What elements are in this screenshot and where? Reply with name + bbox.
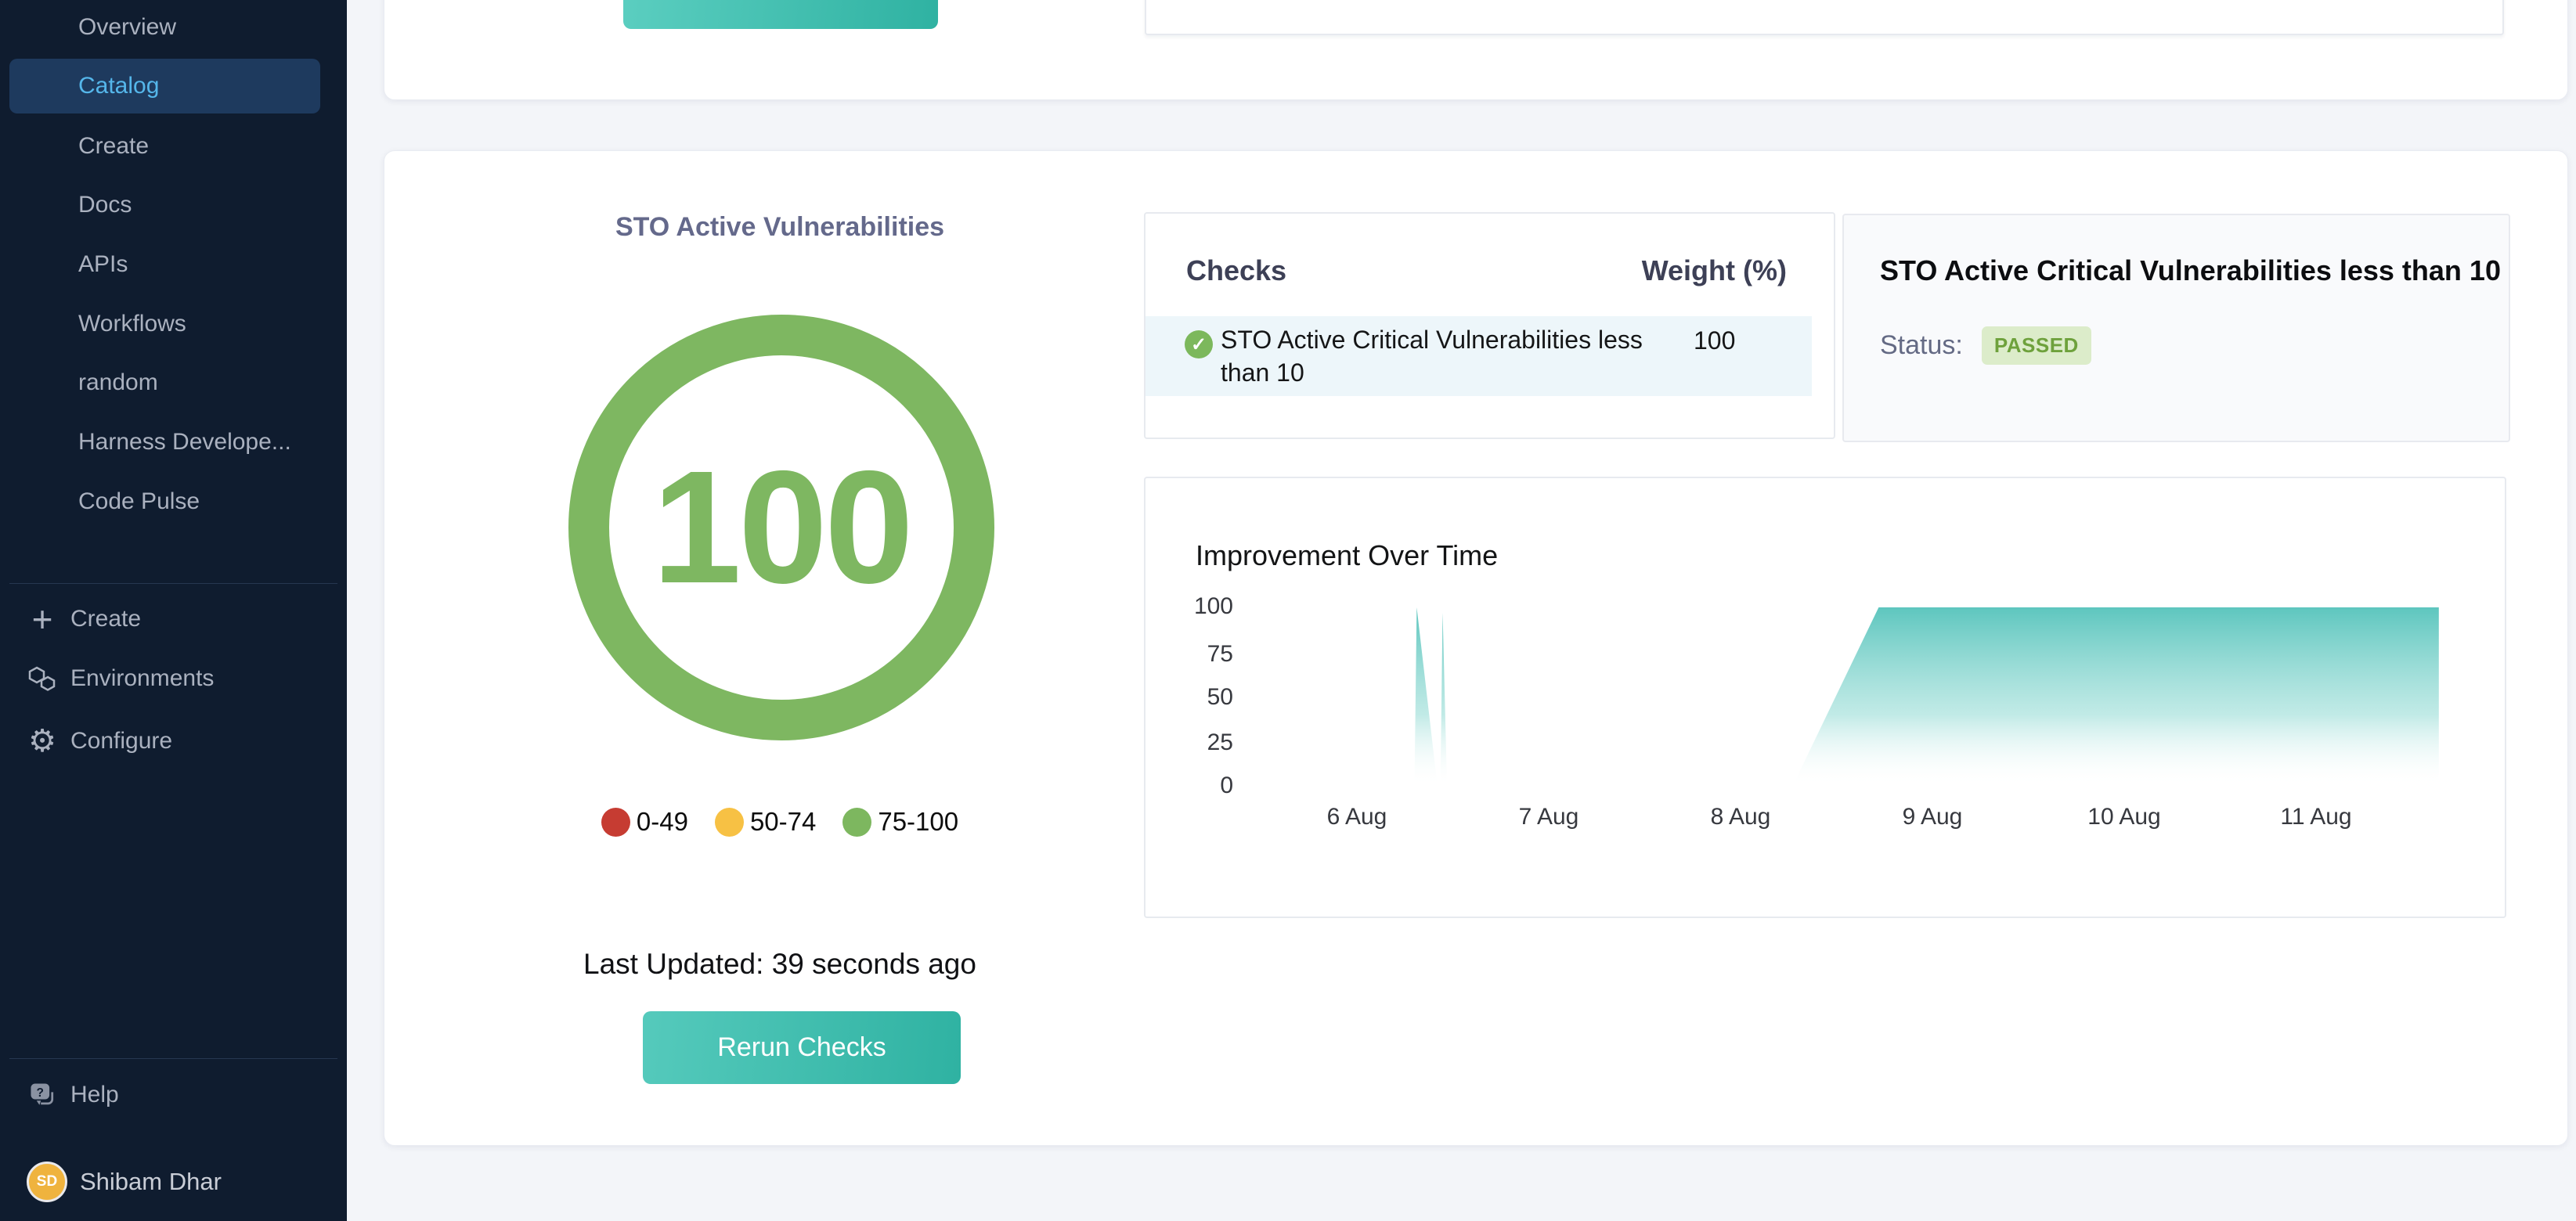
svg-text:11 Aug: 11 Aug	[2280, 804, 2351, 830]
sidebar-item-code-pulse[interactable]: Code Pulse	[0, 472, 347, 531]
svg-text:100: 100	[1194, 593, 1233, 619]
sidebar-configure-button[interactable]: ⚙ Configure	[0, 711, 347, 771]
area-series	[1414, 607, 2439, 787]
sidebar-create-button[interactable]: + Create	[0, 589, 347, 649]
help-label: Help	[70, 1082, 119, 1108]
sidebar-item-workflows[interactable]: Workflows	[0, 294, 347, 354]
legend-item-green: 75-100	[842, 807, 958, 837]
avatar: SD	[27, 1162, 67, 1202]
legend-label: 75-100	[878, 807, 959, 836]
help-button[interactable]: ? Help	[0, 1065, 347, 1125]
user-menu[interactable]: SD Shibam Dhar	[0, 1152, 347, 1212]
checks-column-header: Checks	[1186, 254, 1287, 286]
improvement-chart-card: Improvement Over Time 100 75 50 25 0	[1144, 477, 2506, 918]
svg-text:50: 50	[1207, 684, 1233, 710]
yellow-dot-icon	[714, 807, 744, 837]
svg-text:10 Aug: 10 Aug	[2087, 804, 2160, 830]
weight-column-header: Weight (%)	[1641, 254, 1787, 286]
sidebar-environments-button[interactable]: Environments	[0, 649, 347, 708]
svg-text:25: 25	[1207, 729, 1233, 755]
scorecard-card: STO Active Vulnerabilities 100 0-49 50-7…	[384, 150, 2568, 1146]
sidebar-item-docs[interactable]: Docs	[0, 175, 347, 235]
sidebar-item-label: APIs	[78, 251, 128, 277]
rerun-checks-button[interactable]: Rerun Checks	[643, 1011, 961, 1084]
sidebar-divider	[9, 1058, 337, 1059]
svg-text:9 Aug: 9 Aug	[1903, 804, 1963, 830]
environments-icon	[27, 663, 58, 694]
sidebar-item-catalog[interactable]: Catalog	[9, 59, 320, 113]
table-row[interactable]: ✓ STO Active Critical Vulnerabilities le…	[1145, 316, 1812, 396]
checks-table-header: Checks Weight (%)	[1186, 254, 1787, 287]
y-axis-ticks: 100 75 50 25 0	[1194, 593, 1233, 798]
legend-label: 0-49	[636, 807, 688, 836]
svg-text:?: ?	[37, 1086, 44, 1100]
sidebar-action-label: Create	[70, 606, 142, 632]
sidebar-action-label: Configure	[70, 728, 173, 754]
sidebar-action-label: Environments	[70, 665, 215, 691]
last-updated-text: Last Updated: 39 seconds ago	[583, 948, 976, 980]
check-circle-icon: ✓	[1185, 330, 1213, 358]
sidebar-item-label: Catalog	[78, 73, 160, 99]
svg-text:0: 0	[1220, 773, 1233, 798]
green-dot-icon	[842, 807, 872, 837]
check-detail-title: STO Active Critical Vulnerabilities less…	[1880, 254, 2501, 286]
sidebar-item-label: Docs	[78, 192, 132, 218]
sidebar-item-random[interactable]: random	[0, 353, 347, 412]
legend-item-red: 0-49	[601, 807, 688, 837]
sidebar-item-label: Code Pulse	[78, 488, 200, 514]
scorecard-title: STO Active Vulnerabilities	[615, 212, 945, 242]
sidebar-item-harness-developer[interactable]: Harness Develope...	[0, 412, 347, 472]
sidebar-item-create[interactable]: Create	[0, 117, 347, 176]
sidebar: Overview Catalog Create Docs APIs Workfl…	[0, 0, 347, 1221]
score-value: 100	[651, 438, 914, 617]
x-axis-ticks: 6 Aug 7 Aug 8 Aug 9 Aug 10 Aug 11 Aug	[1327, 804, 2352, 830]
check-detail-panel: STO Active Critical Vulnerabilities less…	[1842, 214, 2510, 442]
user-name: Shibam Dhar	[80, 1168, 222, 1195]
legend-label: 50-74	[749, 807, 817, 836]
status-row: Status: PASSED	[1880, 326, 2091, 365]
svg-text:75: 75	[1207, 641, 1233, 667]
sidebar-item-apis[interactable]: APIs	[0, 235, 347, 294]
help-chat-icon: ?	[27, 1079, 58, 1111]
svg-text:8 Aug: 8 Aug	[1711, 804, 1771, 830]
status-label: Status:	[1880, 330, 1963, 360]
checks-table: Checks Weight (%) ✓ STO Active Critical …	[1144, 212, 1835, 439]
sidebar-item-label: random	[78, 369, 158, 395]
legend-item-yellow: 50-74	[714, 807, 817, 837]
sidebar-item-label: Harness Develope...	[78, 429, 291, 455]
plus-icon: +	[31, 599, 53, 639]
check-name: STO Active Critical Vulnerabilities less…	[1221, 326, 1643, 387]
check-weight: 100	[1694, 326, 1736, 355]
previous-chart-card-fragment	[1145, 0, 2504, 35]
score-gauge-section: STO Active Vulnerabilities 100 0-49 50-7…	[400, 151, 1160, 1147]
svg-text:6 Aug: 6 Aug	[1327, 804, 1387, 830]
gear-icon: ⚙	[28, 724, 56, 758]
sidebar-divider	[9, 583, 337, 584]
chart-title: Improvement Over Time	[1196, 539, 1499, 571]
sidebar-item-overview[interactable]: Overview	[0, 0, 347, 57]
red-dot-icon	[601, 807, 630, 837]
svg-text:7 Aug: 7 Aug	[1519, 804, 1579, 830]
sidebar-item-label: Create	[78, 133, 150, 159]
improvement-area-chart: 100 75 50 25 0 6 Aug 7 Aug 8 Aug 9 Aug 1…	[1194, 593, 2439, 830]
avatar-initials: SD	[36, 1173, 58, 1190]
score-legend: 0-49 50-74 75-100	[400, 807, 1160, 837]
previous-rerun-button-fragment[interactable]	[623, 0, 938, 29]
sidebar-item-label: Workflows	[78, 311, 186, 337]
score-ring	[568, 315, 994, 740]
status-badge: PASSED	[1981, 326, 2091, 365]
sidebar-item-label: Overview	[78, 14, 177, 40]
